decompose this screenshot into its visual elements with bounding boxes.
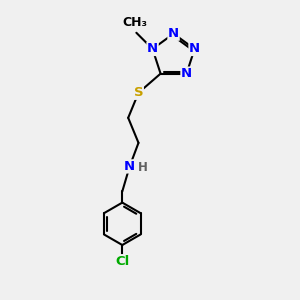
Text: H: H — [138, 161, 148, 174]
Text: CH₃: CH₃ — [122, 16, 147, 29]
Text: S: S — [134, 86, 143, 99]
Text: N: N — [168, 27, 179, 40]
Text: N: N — [124, 160, 135, 173]
Text: N: N — [189, 43, 200, 56]
Text: Cl: Cl — [115, 255, 129, 268]
Text: N: N — [181, 67, 192, 80]
Text: N: N — [147, 43, 158, 56]
